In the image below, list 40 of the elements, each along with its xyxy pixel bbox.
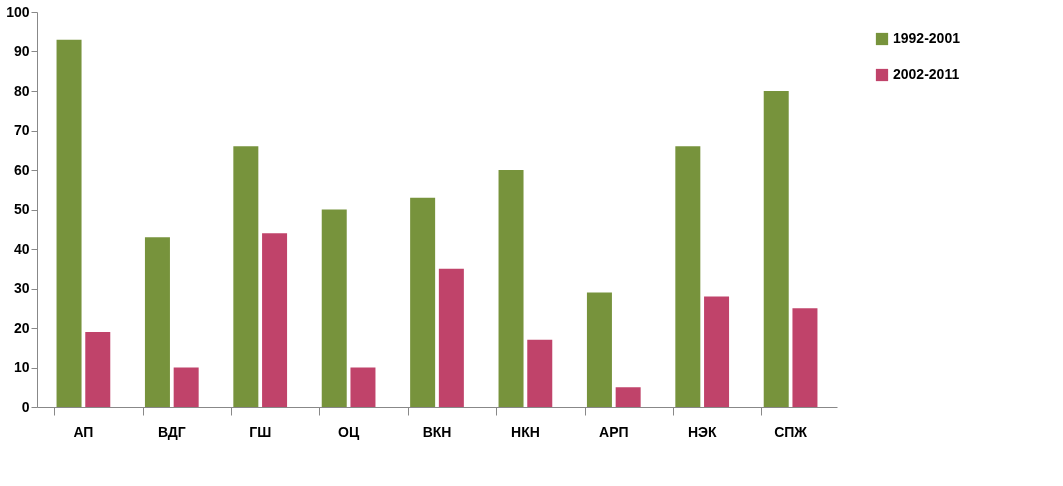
x-tick-label: ГШ xyxy=(249,423,272,440)
bar xyxy=(410,197,436,407)
bar xyxy=(173,367,199,407)
bar xyxy=(586,292,612,407)
x-tick-label: СПЖ xyxy=(774,423,808,440)
y-tick-label: 0 xyxy=(21,398,30,415)
bar xyxy=(675,146,701,407)
bar xyxy=(527,339,553,407)
bar xyxy=(763,91,789,407)
bar xyxy=(792,308,818,407)
x-tick-label: ВКН xyxy=(422,423,452,440)
x-tick-label: АП xyxy=(73,423,94,440)
y-tick-label: 70 xyxy=(13,122,30,138)
bar xyxy=(350,367,376,407)
bar xyxy=(144,237,170,407)
legend-label: 2002-2011 xyxy=(893,66,960,82)
x-tick-label: НКН xyxy=(511,423,540,440)
y-tick-label: 100 xyxy=(6,3,30,20)
bar xyxy=(498,170,524,407)
x-tick-label: ВДГ xyxy=(157,423,186,440)
x-tick-label: НЭК xyxy=(687,423,717,440)
legend-label: 1992-2001 xyxy=(893,30,961,46)
y-tick-label: 80 xyxy=(13,82,30,99)
bar xyxy=(704,296,730,407)
bar xyxy=(262,233,288,407)
y-tick-label: 90 xyxy=(13,43,30,59)
bar xyxy=(233,146,259,407)
y-tick-label: 60 xyxy=(13,161,30,178)
bar xyxy=(56,39,82,407)
y-tick-label: 30 xyxy=(13,280,30,296)
bar xyxy=(321,209,347,407)
y-tick-label: 10 xyxy=(13,359,30,375)
x-tick-label: ОЦ xyxy=(338,423,360,440)
x-tick-label: АРП xyxy=(599,423,629,440)
bar xyxy=(438,268,464,407)
y-tick-label: 20 xyxy=(13,319,30,336)
bar xyxy=(85,331,111,407)
y-tick-label: 50 xyxy=(13,201,30,217)
bar xyxy=(615,387,641,407)
y-tick-label: 40 xyxy=(13,240,30,257)
